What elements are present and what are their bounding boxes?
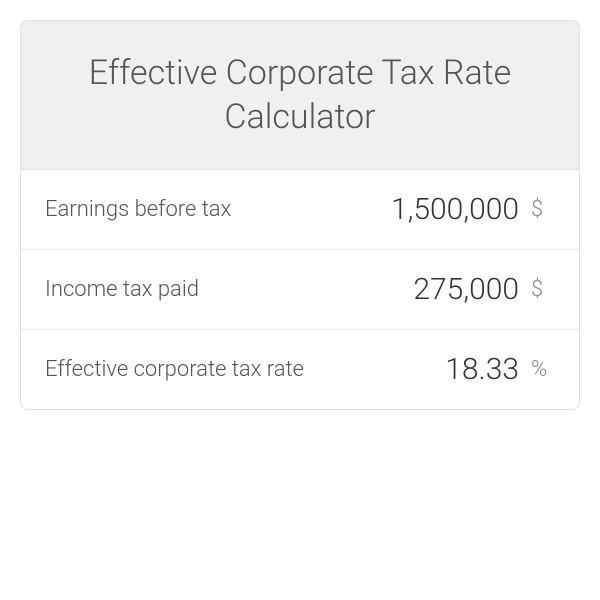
calculator-card: Effective Corporate Tax Rate Calculator … — [20, 20, 580, 410]
calculator-row-effective-rate: Effective corporate tax rate 18.33 % — [21, 330, 579, 409]
calculator-row-income-tax: Income tax paid 275,000 $ — [21, 250, 579, 330]
row-value-earnings[interactable]: 1,500,000 — [391, 192, 519, 227]
row-value-income-tax[interactable]: 275,000 — [413, 272, 519, 307]
row-label-effective-rate: Effective corporate tax rate — [45, 356, 445, 385]
calculator-title: Effective Corporate Tax Rate Calculator — [41, 51, 559, 139]
row-value-effective-rate[interactable]: 18.33 — [445, 352, 519, 387]
calculator-header: Effective Corporate Tax Rate Calculator — [21, 21, 579, 170]
row-label-income-tax: Income tax paid — [45, 276, 413, 305]
calculator-row-earnings: Earnings before tax 1,500,000 $ — [21, 170, 579, 250]
row-unit-effective-rate[interactable]: % — [531, 357, 555, 382]
row-label-earnings: Earnings before tax — [45, 196, 391, 225]
row-unit-income-tax[interactable]: $ — [531, 277, 555, 302]
row-unit-earnings[interactable]: $ — [531, 197, 555, 222]
